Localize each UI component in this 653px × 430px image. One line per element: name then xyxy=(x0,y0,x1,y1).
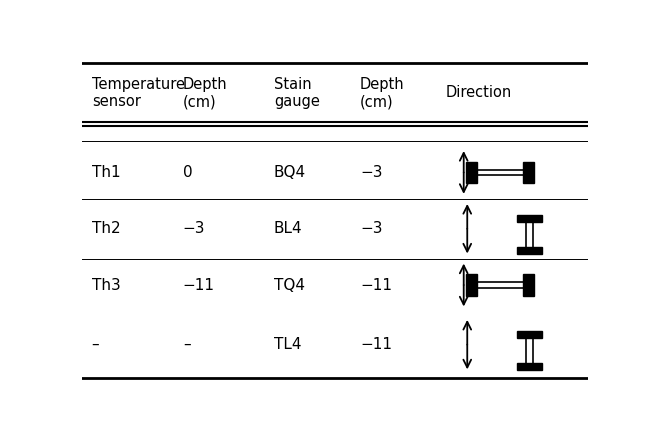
Text: −3: −3 xyxy=(183,221,205,236)
Text: −3: −3 xyxy=(360,221,383,236)
Bar xyxy=(517,332,541,338)
Bar xyxy=(517,363,541,370)
Text: Temperature
sensor: Temperature sensor xyxy=(91,77,185,109)
Text: Stain
gauge: Stain gauge xyxy=(274,77,320,109)
Text: Th2: Th2 xyxy=(91,221,120,236)
Bar xyxy=(466,274,477,296)
Text: TL4: TL4 xyxy=(274,337,302,352)
Text: BL4: BL4 xyxy=(274,221,302,236)
Text: −3: −3 xyxy=(360,165,383,180)
Text: −11: −11 xyxy=(183,277,215,292)
Bar xyxy=(523,274,534,296)
Text: Depth
(cm): Depth (cm) xyxy=(183,77,227,109)
Text: BQ4: BQ4 xyxy=(274,165,306,180)
Text: −11: −11 xyxy=(360,277,392,292)
Text: −11: −11 xyxy=(360,337,392,352)
Bar xyxy=(523,162,534,183)
Text: –: – xyxy=(183,337,191,352)
Text: 0: 0 xyxy=(183,165,193,180)
Text: Th1: Th1 xyxy=(91,165,120,180)
Text: TQ4: TQ4 xyxy=(274,277,305,292)
Bar xyxy=(466,162,477,183)
Bar xyxy=(517,215,541,222)
Text: Depth
(cm): Depth (cm) xyxy=(360,77,405,109)
Text: Th3: Th3 xyxy=(91,277,121,292)
Text: –: – xyxy=(91,337,99,352)
Text: Direction: Direction xyxy=(446,86,512,101)
Bar xyxy=(517,247,541,254)
